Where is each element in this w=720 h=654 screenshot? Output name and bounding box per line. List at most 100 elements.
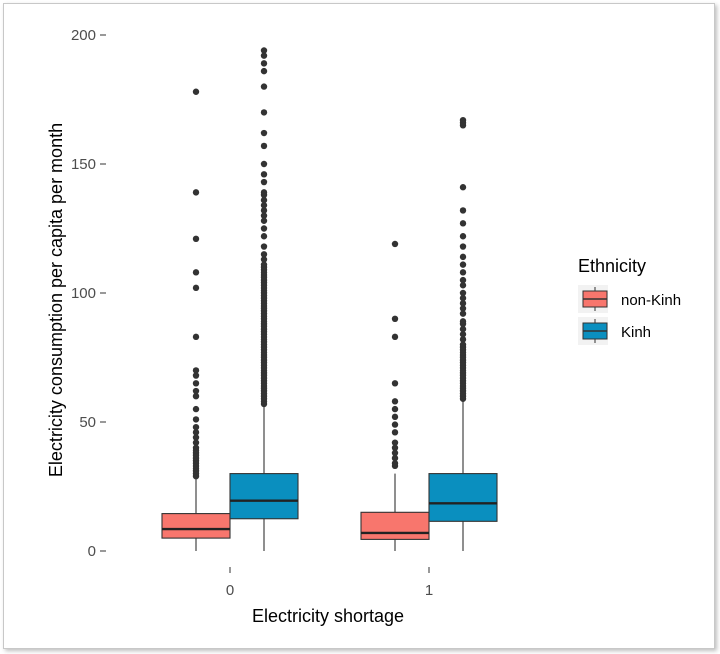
outlier-point bbox=[459, 325, 467, 333]
outlier-point bbox=[260, 160, 268, 168]
outlier-point bbox=[192, 235, 200, 243]
outlier-point bbox=[192, 284, 200, 292]
outlier-point bbox=[260, 109, 268, 116]
box-kinh-1 bbox=[428, 116, 498, 551]
outlier-point bbox=[459, 269, 467, 276]
outlier-point bbox=[192, 367, 200, 374]
outlier-point bbox=[459, 261, 467, 268]
outlier-point bbox=[391, 421, 399, 428]
box-body bbox=[161, 513, 231, 539]
box-non-kinh-0 bbox=[161, 88, 231, 551]
outlier-point bbox=[391, 413, 399, 421]
x-tick-label: 1 bbox=[425, 582, 433, 599]
y-axis-title: Electricity consumption per capita per m… bbox=[46, 123, 66, 477]
outlier-point bbox=[260, 202, 268, 209]
outlier-point bbox=[260, 171, 268, 178]
outlier-point bbox=[260, 256, 268, 263]
outlier-point bbox=[459, 331, 467, 338]
outlier-point bbox=[192, 416, 200, 423]
outlier-point bbox=[459, 207, 467, 214]
outlier-point bbox=[192, 439, 200, 446]
outlier-point bbox=[192, 429, 200, 436]
outlier-point bbox=[260, 47, 268, 54]
outlier-point bbox=[459, 116, 467, 124]
outlier-point bbox=[260, 52, 268, 59]
outlier-point bbox=[260, 60, 268, 67]
outlier-point bbox=[459, 220, 467, 227]
outlier-point bbox=[260, 217, 268, 224]
outlier-point bbox=[260, 251, 268, 258]
outlier-point bbox=[192, 189, 200, 196]
plot-area bbox=[161, 47, 498, 551]
y-tick-label: 150 bbox=[71, 156, 96, 173]
outlier-point bbox=[192, 405, 200, 413]
outlier-point bbox=[192, 372, 200, 379]
y-axis: 0 50 100 150 200 bbox=[71, 27, 106, 560]
box-body bbox=[428, 473, 498, 522]
outlier-point bbox=[192, 444, 200, 451]
outlier-point bbox=[459, 289, 467, 297]
outlier-point bbox=[391, 398, 399, 405]
outlier-point bbox=[260, 212, 268, 219]
outlier-point bbox=[391, 380, 399, 387]
outlier-point bbox=[260, 225, 268, 232]
outlier-point bbox=[260, 142, 268, 150]
y-tick-label: 100 bbox=[71, 285, 96, 302]
box-non-kinh-1 bbox=[360, 240, 430, 551]
outlier-point bbox=[192, 387, 200, 395]
outlier-point bbox=[260, 129, 268, 137]
legend-label-non-kinh: non-Kinh bbox=[621, 292, 681, 309]
box-body bbox=[360, 511, 430, 540]
legend-label-kinh: Kinh bbox=[621, 324, 651, 341]
outlier-point bbox=[391, 449, 399, 457]
outlier-point bbox=[192, 393, 200, 400]
outlier-point bbox=[459, 233, 467, 240]
outlier-point bbox=[459, 184, 467, 191]
outlier-point bbox=[192, 88, 200, 95]
outlier-point bbox=[459, 282, 467, 289]
outlier-point bbox=[459, 318, 467, 325]
outlier-point bbox=[459, 305, 467, 312]
outlier-point bbox=[192, 423, 200, 431]
outlier-point bbox=[391, 240, 399, 248]
outlier-point bbox=[391, 444, 399, 451]
x-tick-label: 0 bbox=[226, 582, 234, 599]
outlier-point bbox=[260, 178, 268, 186]
outlier-point bbox=[391, 454, 399, 462]
outlier-point bbox=[459, 294, 467, 302]
box-kinh-0 bbox=[229, 47, 299, 551]
legend-entry-non-kinh: non-Kinh bbox=[578, 285, 681, 313]
outlier-point bbox=[260, 233, 268, 240]
outlier-point bbox=[391, 315, 399, 322]
outlier-point bbox=[459, 300, 467, 307]
outlier-point bbox=[391, 439, 399, 446]
x-axis-title: Electricity shortage bbox=[252, 606, 404, 626]
outlier-point bbox=[192, 269, 200, 276]
outlier-point bbox=[459, 336, 467, 343]
legend-title: Ethnicity bbox=[578, 256, 646, 276]
outlier-point bbox=[192, 434, 200, 441]
outlier-point bbox=[391, 333, 399, 341]
outlier-point bbox=[260, 67, 268, 75]
legend-entry-kinh: Kinh bbox=[578, 317, 651, 345]
outlier-point bbox=[459, 243, 467, 250]
outlier-point bbox=[260, 243, 268, 250]
outlier-point bbox=[260, 207, 268, 214]
outlier-point bbox=[260, 261, 268, 268]
outlier-point bbox=[192, 380, 200, 387]
y-tick-label: 0 bbox=[88, 543, 96, 560]
outlier-point bbox=[391, 405, 399, 413]
outlier-point bbox=[391, 460, 399, 467]
outlier-point bbox=[260, 83, 268, 90]
outlier-point bbox=[459, 341, 467, 348]
y-tick-label: 200 bbox=[71, 27, 96, 44]
y-tick-label: 50 bbox=[79, 414, 96, 431]
outlier-point bbox=[459, 310, 467, 317]
box-body bbox=[229, 473, 299, 520]
outlier-point bbox=[459, 276, 467, 284]
outlier-point bbox=[391, 429, 399, 436]
outlier-point bbox=[260, 196, 268, 204]
outlier-point bbox=[192, 333, 200, 341]
